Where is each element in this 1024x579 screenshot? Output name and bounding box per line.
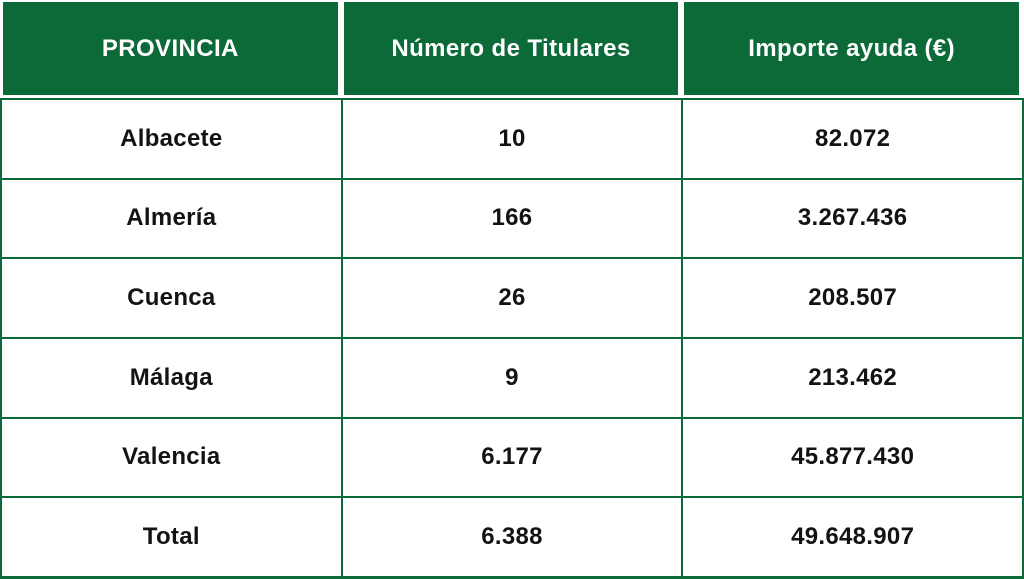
cell-provincia-valencia: Valencia (2, 418, 341, 497)
table-body: Albacete 10 82.072 Almería 166 3.267.436… (0, 98, 1024, 579)
cell-importe-cuenca: 208.507 (683, 259, 1022, 337)
cell-provincia-total: Total (2, 498, 341, 576)
cell-importe-almeria: 3.267.436 (683, 179, 1022, 258)
cell-titulares-almeria: 166 (342, 179, 682, 258)
table-header-row: PROVINCIA Número de Titulares Importe ay… (0, 0, 1024, 98)
cell-importe-malaga: 213.462 (683, 338, 1022, 417)
cell-importe-albacete: 82.072 (683, 100, 1022, 178)
cell-titulares-malaga: 9 (342, 338, 682, 417)
header-cell-numero-titulares: Número de Titulares (343, 2, 679, 95)
header-cell-provincia: PROVINCIA (3, 2, 338, 95)
cell-titulares-valencia: 6.177 (342, 418, 682, 497)
cell-importe-valencia: 45.877.430 (683, 418, 1022, 497)
cell-importe-total: 49.648.907 (683, 498, 1022, 576)
cell-provincia-albacete: Albacete (2, 100, 341, 178)
cell-provincia-malaga: Málaga (2, 338, 341, 417)
cell-provincia-cuenca: Cuenca (2, 259, 341, 337)
cell-provincia-almeria: Almería (2, 179, 341, 258)
cell-titulares-cuenca: 26 (342, 259, 682, 337)
cell-titulares-albacete: 10 (342, 100, 682, 178)
cell-titulares-total: 6.388 (342, 498, 682, 576)
header-cell-importe-ayuda: Importe ayuda (€) (684, 2, 1019, 95)
